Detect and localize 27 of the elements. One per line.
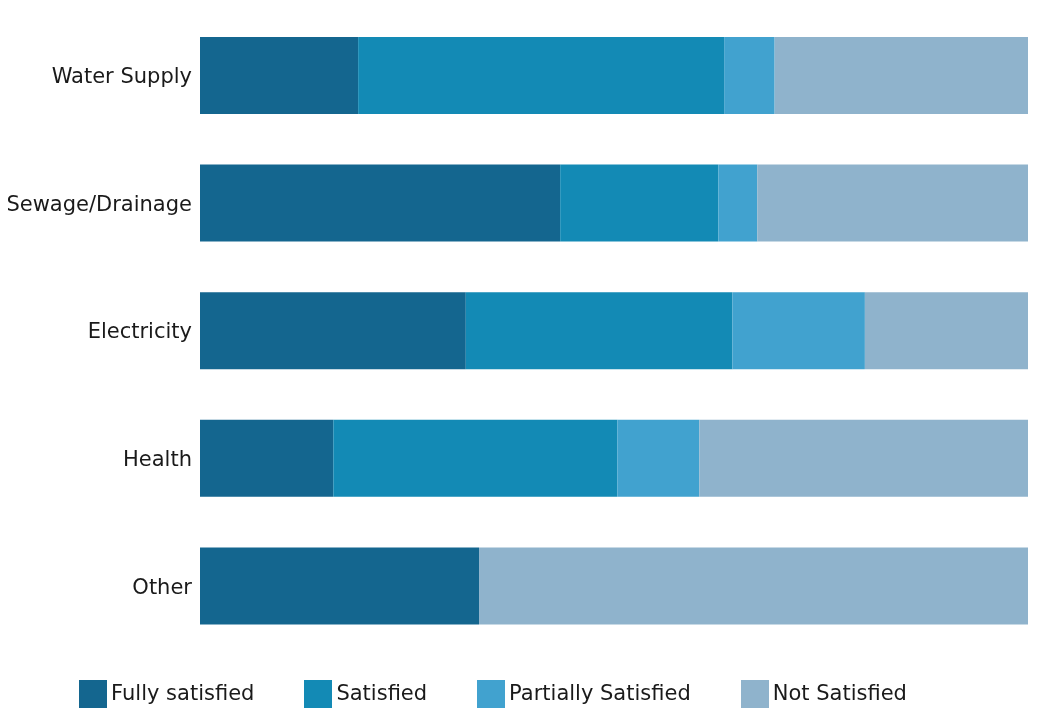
y-tick-label: Water Supply [51,64,192,89]
bar [200,164,561,242]
bar [864,292,1028,370]
bar [718,164,758,242]
bar [200,292,466,370]
bar [200,419,334,497]
bar [724,37,775,114]
y-tick-label: Sewage/Drainage [6,191,192,216]
bar [560,164,719,242]
y-tick-label: Other [132,574,193,599]
bar [699,419,1028,497]
bar [465,292,733,370]
legend-label: Fully satisfied [111,681,255,705]
legend-label: Partially Satisfied [509,681,691,705]
bar [200,547,480,625]
y-tick-label: Electricity [87,319,192,344]
bar [479,547,1028,625]
bar [757,164,1028,242]
bar [774,37,1028,114]
bar [732,292,865,370]
legend-label: Satisfied [336,681,428,705]
bar [333,419,618,497]
bar [617,419,700,497]
bar [358,37,725,114]
bar [200,37,359,114]
y-tick-label: Health [123,447,192,472]
legend-label: Not Satisfied [772,681,907,705]
